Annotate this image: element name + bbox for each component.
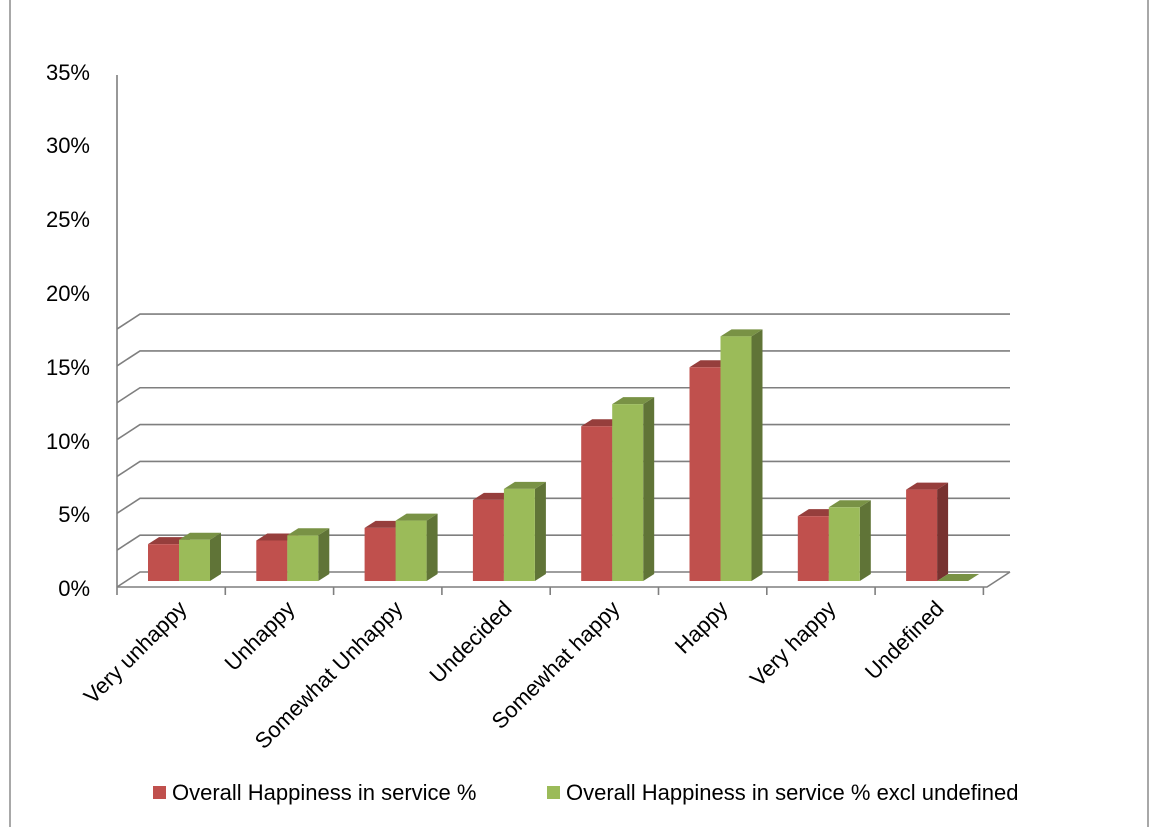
y-tick-label: 10%: [46, 429, 90, 454]
legend-label-series-1: Overall Happiness in service %: [172, 780, 476, 805]
bar: [179, 532, 221, 581]
floor-edge: [117, 571, 1011, 588]
legend: Overall Happiness in service % Overall H…: [153, 780, 1018, 805]
y-tick-label: 5%: [58, 502, 90, 527]
gridline: [116, 460, 1010, 478]
bar: [287, 528, 330, 581]
y-tick-label: 30%: [46, 133, 90, 158]
gridline: [116, 386, 1010, 404]
gridline: [116, 571, 1010, 588]
legend-swatch-series-1: [153, 786, 166, 799]
y-axis-tick-labels: 0% 5% 10% 15% 20% 25% 30% 35%: [46, 60, 90, 601]
x-tick-label: Happy: [670, 596, 733, 659]
x-tick-label: Undefined: [860, 596, 949, 685]
y-tick-label: 15%: [46, 355, 90, 380]
bars: [148, 329, 980, 581]
bar: [612, 397, 655, 581]
bar: [395, 513, 438, 581]
y-tick-label: 20%: [46, 281, 90, 306]
chart-frame: [9, 0, 1149, 827]
bar: [503, 481, 546, 581]
gridline: [116, 313, 1010, 330]
gridline: [116, 350, 1010, 367]
y-tick-label: 25%: [46, 207, 90, 232]
y-tick-label: 0%: [58, 576, 90, 601]
gridlines: [116, 313, 1011, 588]
x-tick-label: Very unhappy: [79, 596, 192, 709]
y-tick-label: 35%: [46, 60, 90, 85]
x-axis-ticks: [116, 587, 985, 595]
bar: [937, 574, 980, 581]
gridline: [116, 497, 1010, 514]
bar: [828, 500, 871, 581]
x-axis-tick-labels: Very unhappy Unhappy Somewhat Unhappy Un…: [79, 596, 949, 754]
x-tick-label: Very happy: [745, 596, 841, 692]
legend-label-series-2: Overall Happiness in service % excl unde…: [566, 780, 1018, 805]
gridline: [116, 423, 1010, 441]
x-tick-label: Undecided: [424, 596, 516, 688]
bar: [720, 329, 763, 581]
x-tick-label: Unhappy: [220, 596, 300, 676]
bar: [906, 482, 949, 581]
gridline: [116, 534, 1010, 551]
legend-swatch-series-2: [547, 786, 560, 799]
